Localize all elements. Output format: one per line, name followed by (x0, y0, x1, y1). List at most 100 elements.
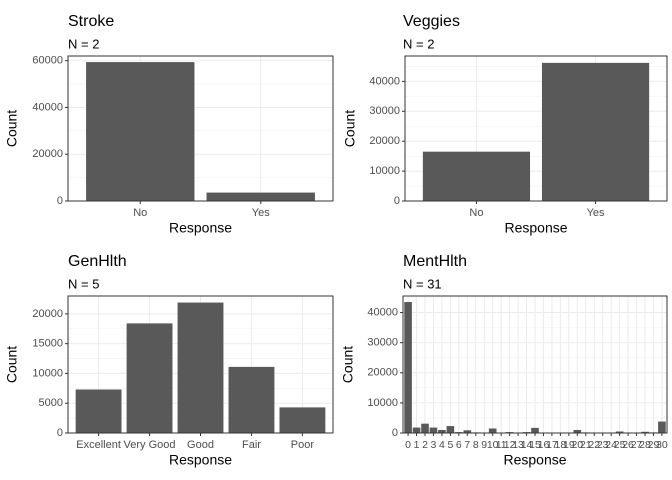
bar-4 (438, 429, 446, 433)
x-tick-label: Yes (252, 207, 270, 219)
x-tick-label: 10 (487, 439, 499, 451)
x-tick-label: No (469, 207, 483, 219)
chart-panel-genhlth: GenHlth N = 5 0 5000 10000 15000 20000 Excellen… (4, 253, 334, 468)
x-tick-label: 17 (546, 439, 558, 451)
y-tick-label: 20000 (32, 148, 63, 160)
bar-2 (421, 423, 429, 433)
plot-border (67, 55, 334, 202)
x-axis-title: Response (169, 220, 232, 236)
bar-3 (429, 427, 438, 433)
y-tick-label: 15000 (32, 338, 63, 350)
bar-excellent (75, 389, 122, 433)
x-tick-label: 7 (464, 439, 470, 451)
y-tick-label: 10000 (369, 165, 400, 177)
x-tick-label: 5 (447, 439, 453, 451)
chart-panel-stroke: Stroke N = 2 0 20000 40000 60000 No Yes Response… (4, 13, 334, 236)
y-axis-title: Count (340, 346, 356, 383)
x-tick-label: 0 (405, 439, 411, 451)
x-tick-label: No (133, 207, 147, 219)
y-axis-title: Count (342, 110, 358, 147)
bar-very-good (126, 323, 173, 433)
bar-poor (279, 407, 326, 433)
x-tick-label: 15 (529, 439, 541, 451)
x-tick-label: 14 (521, 439, 533, 451)
y-tick-label: 0 (57, 195, 63, 207)
y-tick-label: 10000 (32, 367, 63, 379)
y-tick-label: 60000 (32, 55, 63, 67)
y-tick-label: 20000 (369, 135, 400, 147)
y-tick-label: 5000 (39, 397, 63, 409)
bar-good (177, 302, 224, 433)
y-tick-label: 0 (392, 427, 398, 439)
bar-25 (615, 431, 624, 433)
x-tick-label: 20 (571, 439, 583, 451)
x-tick-label: 4 (439, 439, 445, 451)
x-axis-title: Response (503, 452, 566, 468)
y-tick-label: 40000 (367, 306, 398, 318)
x-tick-label: 30 (656, 439, 668, 451)
x-axis-title: Response (169, 452, 232, 468)
x-tick-label: Poor (291, 439, 315, 451)
x-tick-label: 26 (622, 439, 634, 451)
bar-30 (658, 421, 666, 433)
x-tick-label: 2 (422, 439, 428, 451)
chart-title: Stroke (68, 13, 114, 30)
bar-fair (228, 366, 275, 433)
x-tick-label: 25 (614, 439, 626, 451)
x-tick-label: 16 (538, 439, 550, 451)
y-tick-label: 40000 (369, 75, 400, 87)
x-tick-label: 9 (481, 439, 487, 451)
x-tick-label: 22 (588, 439, 600, 451)
chart-title: MentHlth (403, 253, 467, 270)
y-tick-label: 0 (57, 427, 63, 439)
x-tick-label: 12 (504, 439, 516, 451)
y-tick-label: 0 (394, 195, 400, 207)
bar-28 (641, 431, 649, 433)
y-tick-label: 20000 (367, 367, 398, 379)
bar-yes (206, 192, 315, 201)
bar-5 (446, 426, 455, 433)
x-tick-label: Very Good (124, 439, 176, 451)
x-tick-label: Excellent (76, 439, 121, 451)
bar-yes (541, 62, 650, 202)
bar-1 (412, 427, 421, 433)
bar-no (422, 151, 531, 201)
y-tick-label: 20000 (32, 308, 63, 320)
x-tick-label: Good (187, 439, 214, 451)
chart-subtitle: N = 31 (403, 276, 442, 291)
plot-border (404, 55, 668, 202)
chart-title: Veggies (403, 13, 460, 30)
x-tick-label: 18 (555, 439, 567, 451)
y-tick-label: 40000 (32, 101, 63, 113)
x-tick-label: 27 (631, 439, 643, 451)
x-tick-label: 24 (605, 439, 617, 451)
chart-subtitle: N = 2 (68, 36, 99, 51)
x-axis-title: Response (504, 220, 567, 236)
bar-no (86, 62, 195, 202)
x-tick-label: 13 (512, 439, 524, 451)
y-tick-label: 30000 (369, 105, 400, 117)
chart-subtitle: N = 5 (68, 276, 99, 291)
y-tick-label: 10000 (367, 397, 398, 409)
x-tick-label: 1 (414, 439, 420, 451)
bar-7 (463, 430, 472, 433)
x-tick-label: 6 (456, 439, 462, 451)
x-tick-label: 19 (563, 439, 575, 451)
x-tick-label: 8 (473, 439, 479, 451)
x-tick-label: 3 (431, 439, 437, 451)
chart-panel-veggies: Veggies N = 2 0 10000 20000 30000 40000 No Yes Re… (342, 13, 668, 236)
x-tick-label: 23 (597, 439, 609, 451)
x-tick-label: Yes (587, 207, 605, 219)
x-tick-label: 29 (648, 439, 660, 451)
x-tick-label: 28 (639, 439, 651, 451)
bar-20 (573, 429, 582, 433)
bar-0 (404, 302, 412, 433)
bar-10 (488, 428, 497, 433)
x-tick-label: Fair (242, 439, 261, 451)
x-tick-label: 11 (496, 439, 507, 451)
y-tick-label: 30000 (367, 337, 398, 349)
bar-15 (531, 427, 539, 433)
y-axis-title: Count (4, 346, 20, 383)
